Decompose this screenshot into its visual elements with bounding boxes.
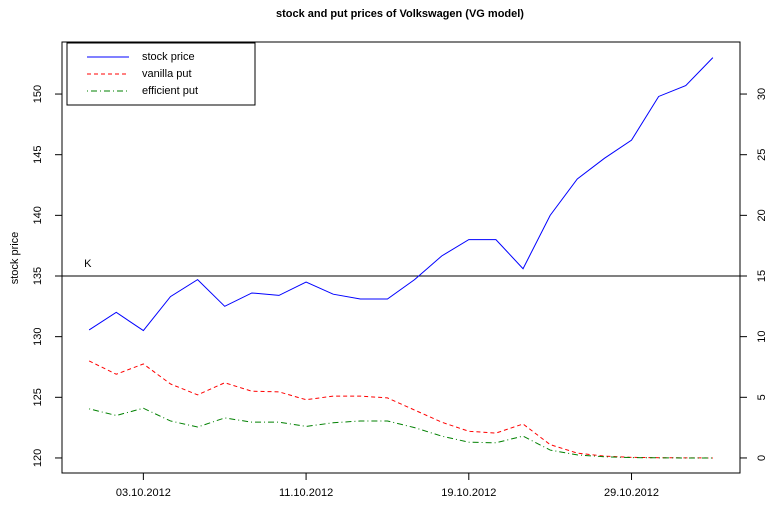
y2-tick-label: 10 xyxy=(756,331,768,343)
y-tick-label: 135 xyxy=(32,267,44,285)
x-tick-label: 03.10.2012 xyxy=(116,487,171,499)
y2-tick-label: 25 xyxy=(756,149,768,161)
y2-tick-label: 30 xyxy=(756,88,768,100)
legend-box xyxy=(66,42,256,106)
y2-tick-label: 15 xyxy=(756,270,768,282)
y2-tick-label: 0 xyxy=(756,455,768,461)
reference-label: K xyxy=(84,258,92,270)
y2-tick-label: 5 xyxy=(756,394,768,400)
y-tick-label: 125 xyxy=(32,388,44,406)
y-axis-label: stock price xyxy=(9,232,21,285)
legend-label: stock price xyxy=(142,51,195,63)
y-tick-label: 140 xyxy=(32,206,44,224)
y-tick-label: 150 xyxy=(32,85,44,103)
x-tick-label: 19.10.2012 xyxy=(441,487,496,499)
y2-tick-label: 20 xyxy=(756,209,768,221)
y-tick-label: 130 xyxy=(32,327,44,345)
x-tick-label: 29.10.2012 xyxy=(604,487,659,499)
legend-label: vanilla put xyxy=(142,68,192,80)
series-line xyxy=(88,57,714,332)
x-tick-label: 11.10.2012 xyxy=(279,487,333,499)
y-tick-label: 120 xyxy=(32,449,44,467)
chart-title: stock and put prices of Volkswagen (VG m… xyxy=(276,8,524,20)
series-line xyxy=(88,360,713,459)
y-tick-label: 145 xyxy=(32,146,44,164)
legend-label: efficient put xyxy=(142,85,198,97)
series-line xyxy=(89,407,713,459)
plot-frame xyxy=(61,41,741,474)
